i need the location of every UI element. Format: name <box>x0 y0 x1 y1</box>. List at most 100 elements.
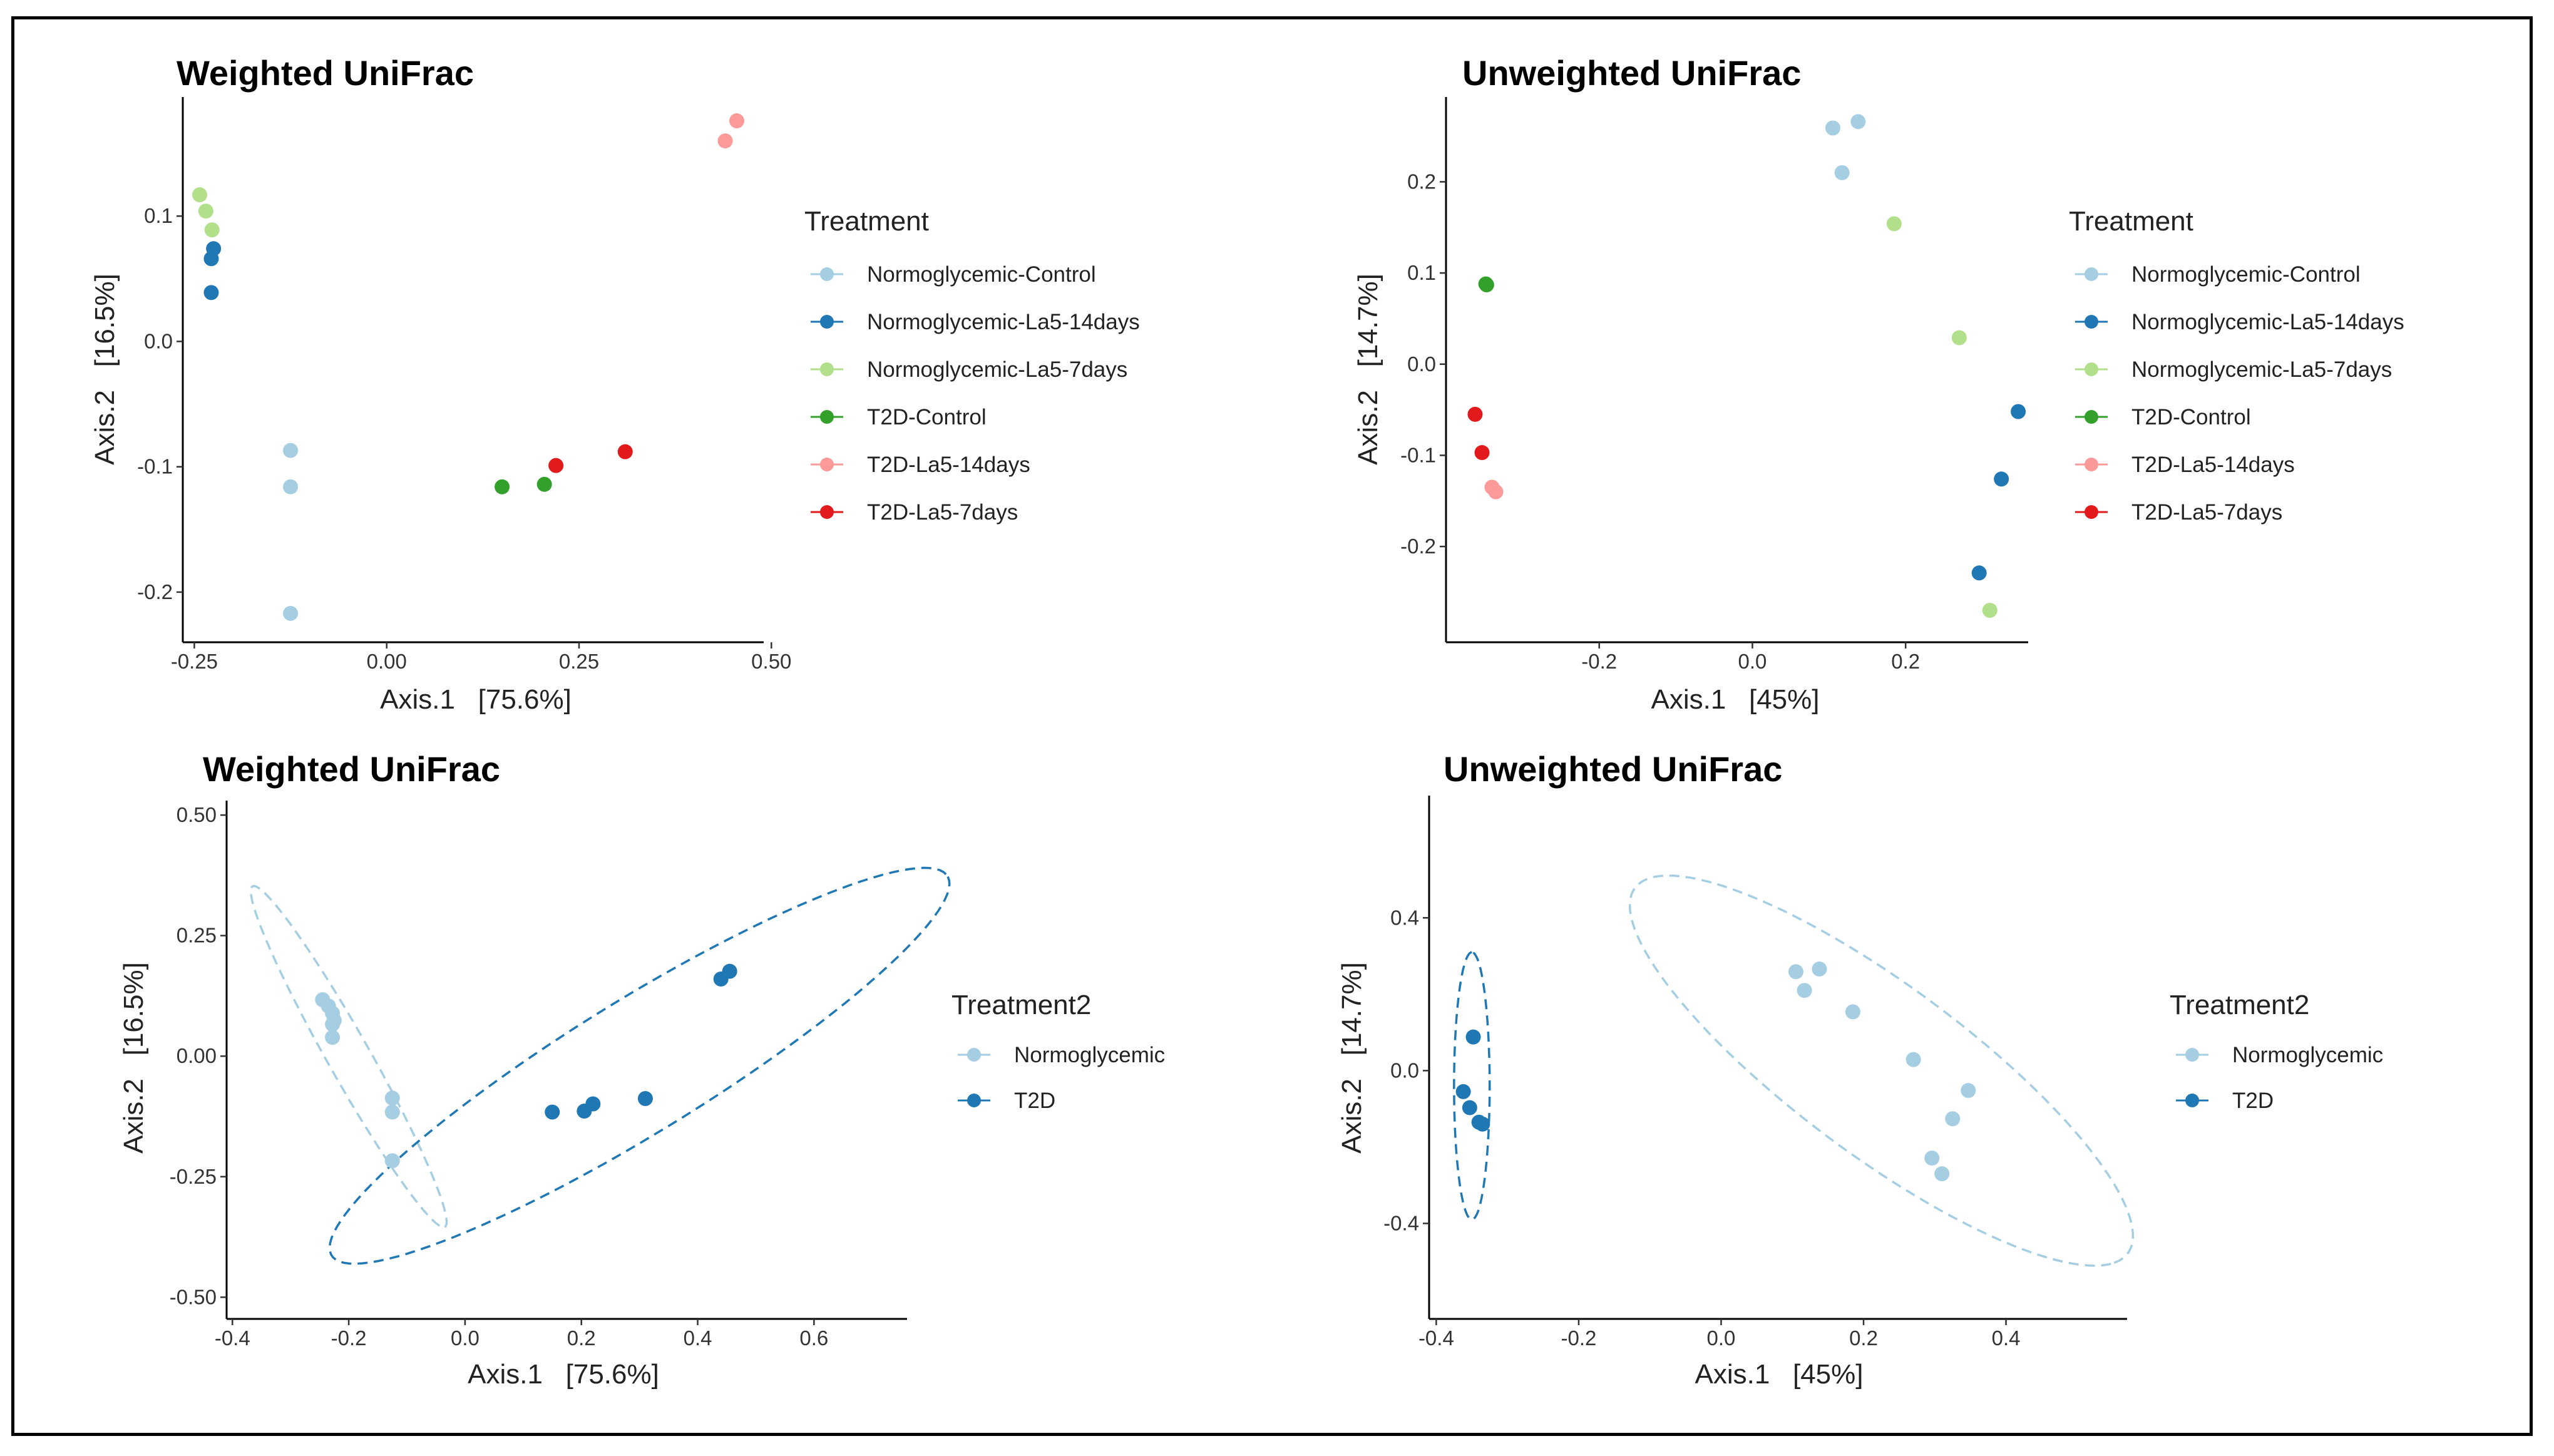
data-point <box>1994 471 2009 487</box>
y-tick-label: -0.25 <box>170 1165 217 1188</box>
legend-key-point <box>820 505 834 519</box>
legend-key-point <box>820 362 834 376</box>
chart-panel-4: Unweighted UniFrac -0.4 -0.2 0.0 0.2 0.4 0.4 0.… <box>1336 749 2383 1390</box>
data-point <box>1945 1111 1961 1127</box>
y-tick-label: 0.25 <box>177 924 217 947</box>
legend-item-label: Normoglycemic <box>1014 1043 1165 1067</box>
legend-key-point <box>2085 315 2098 329</box>
data-point <box>1788 964 1803 980</box>
x-tick-label: 0.25 <box>559 650 599 673</box>
legend-title: Treatment2 <box>2170 990 2309 1020</box>
data-point <box>1886 216 1902 232</box>
x-tick-label: 0.6 <box>799 1326 828 1350</box>
x-axis-label: Axis.1 [75.6%] <box>468 1359 659 1390</box>
y-tick-label: -0.50 <box>170 1285 217 1308</box>
legend-key-point <box>2085 505 2098 519</box>
data-point <box>1924 1151 1940 1166</box>
x-axis-label: Axis.1 [45%] <box>1651 684 1819 715</box>
data-point <box>283 443 299 458</box>
legend-item-label: T2D-Control <box>867 405 987 429</box>
y-tick-label: 0.1 <box>144 204 173 227</box>
data-point <box>717 133 733 149</box>
x-tick-label: -0.2 <box>1581 650 1617 673</box>
y-tick-label: 0.00 <box>177 1044 217 1067</box>
legend-key-point <box>967 1048 981 1062</box>
chart-title: Weighted UniFrac <box>203 749 500 789</box>
data-point <box>585 1096 601 1112</box>
legend-item-label: Normoglycemic-Control <box>867 262 1096 287</box>
data-point <box>548 458 564 473</box>
chart-panel-2: Unweighted UniFrac -0.2 0.0 0.2 0.2 0.1 0.0 -0.… <box>1353 53 2404 715</box>
chart-title: Unweighted UniFrac <box>1444 749 1782 789</box>
data-point <box>1825 120 1840 136</box>
data-point <box>637 1091 653 1107</box>
legend-title: Treatment2 <box>951 990 1091 1020</box>
legend-key-point <box>820 315 834 329</box>
legend-key-point <box>820 267 834 281</box>
legend-item-label: T2D-La5-14days <box>2131 453 2295 477</box>
data-point <box>545 1104 560 1120</box>
x-tick-label: 0.4 <box>1992 1326 2021 1350</box>
data-point <box>722 963 737 979</box>
data-point <box>206 241 222 257</box>
legend-item-label: Normoglycemic-Control <box>2131 262 2361 287</box>
data-point <box>1455 1084 1471 1099</box>
y-tick-label: 0.1 <box>1407 261 1436 284</box>
data-point <box>384 1104 400 1120</box>
y-tick-label: -0.1 <box>1400 443 1436 466</box>
data-point <box>617 444 633 459</box>
chart-panel-3: Weighted UniFrac -0.4 -0.2 0.0 0.2 0.4 0.6 0.50… <box>118 749 1165 1390</box>
y-tick-label: -0.4 <box>1383 1211 1419 1234</box>
data-point <box>1797 983 1812 998</box>
data-point <box>495 479 510 495</box>
y-tick-label: -0.2 <box>1400 535 1436 558</box>
data-point <box>1845 1004 1860 1020</box>
data-point <box>729 113 744 129</box>
data-point <box>192 187 208 203</box>
x-axis-label: Axis.1 [75.6%] <box>380 684 572 715</box>
data-point <box>198 203 213 219</box>
x-tick-label: 0.2 <box>567 1326 596 1350</box>
legend-key-point <box>2085 410 2098 424</box>
y-axis-label: Axis.2 [16.5%] <box>90 274 120 465</box>
chart-panel-1: Weighted UniFrac -0.25 0.00 0.25 0.50 0.1 0.0 -… <box>90 53 1140 715</box>
y-tick-label: 0.50 <box>177 803 217 826</box>
data-point <box>1834 165 1850 180</box>
legend-key-point <box>2185 1048 2199 1062</box>
data-point <box>1467 406 1483 422</box>
data-point <box>1982 603 1998 618</box>
data-point <box>1850 114 1866 130</box>
x-tick-label: 0.50 <box>751 650 791 673</box>
data-point <box>536 476 552 492</box>
confidence-ellipse-normoglycemic <box>249 884 448 1229</box>
legend-key-point <box>967 1094 981 1107</box>
x-tick-label: -0.25 <box>171 650 218 673</box>
legend-key-point <box>820 410 834 424</box>
data-point <box>1934 1166 1950 1182</box>
legend-title: Treatment <box>804 206 929 237</box>
data-point <box>1488 484 1504 500</box>
x-tick-label: 0.0 <box>1707 1326 1736 1350</box>
y-tick-label: -0.1 <box>137 455 173 478</box>
x-tick-label: 0.0 <box>451 1326 480 1350</box>
x-tick-label: -0.2 <box>1561 1326 1596 1350</box>
legend-key-point <box>2085 458 2098 471</box>
y-tick-label: -0.2 <box>137 580 173 603</box>
data-point <box>1475 1116 1490 1132</box>
x-tick-label: -0.2 <box>331 1326 367 1350</box>
confidence-ellipse-t2d <box>1453 951 1491 1221</box>
data-point <box>1812 961 1827 977</box>
data-point <box>326 1013 342 1028</box>
chart-title: Weighted UniFrac <box>177 53 474 93</box>
legend-item-label: T2D-La5-14days <box>867 453 1030 477</box>
legend-item-label: T2D <box>1014 1089 1055 1113</box>
legend-key-point <box>2185 1094 2199 1107</box>
legend-item-label: Normoglycemic-La5-14days <box>2131 310 2404 334</box>
x-tick-label: 0.2 <box>1891 650 1920 673</box>
legend-key-point <box>2085 362 2098 376</box>
data-point <box>384 1153 400 1169</box>
confidence-ellipse-normoglycemic <box>1628 874 2135 1267</box>
data-point <box>2011 404 2026 419</box>
chart-title: Unweighted UniFrac <box>1462 53 1801 93</box>
legend-item-label: T2D-Control <box>2131 405 2251 429</box>
